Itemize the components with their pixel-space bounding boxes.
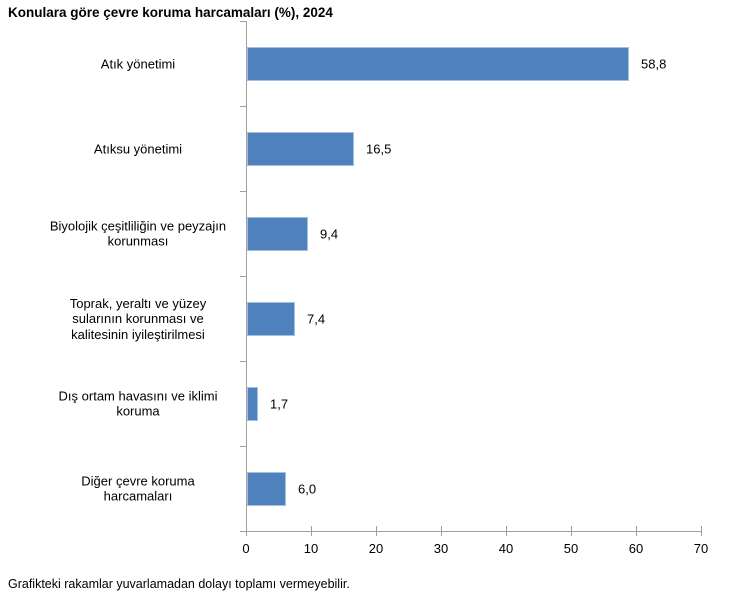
- category-label: Diğer çevre koruma harcamaları: [81, 473, 195, 504]
- category-label: Atık yönetimi: [100, 55, 176, 71]
- chart-title: Konulara göre çevre koruma harcamaları (…: [8, 5, 333, 20]
- y-tick: [240, 531, 246, 532]
- x-tick-label: 30: [433, 541, 449, 556]
- x-axis-line: [246, 531, 702, 532]
- bar: [247, 46, 629, 81]
- x-tick-label: 50: [563, 541, 579, 556]
- x-tick: [246, 526, 247, 536]
- category-label: Dış ortam havasını ve iklimi koruma: [58, 388, 218, 419]
- x-tick-label: 60: [628, 541, 644, 556]
- bar: [247, 386, 258, 421]
- y-tick: [240, 446, 246, 447]
- value-label: 58,8: [641, 56, 667, 71]
- value-label: 7,4: [307, 311, 326, 326]
- bar: [247, 301, 295, 336]
- category-label: Toprak, yeraltı ve yüzey sularının korun…: [69, 295, 207, 342]
- footnote: Grafikteki rakamlar yuvarlamadan dolayı …: [8, 577, 350, 591]
- x-tick: [571, 526, 572, 536]
- value-label: 1,7: [270, 396, 289, 411]
- x-tick: [441, 526, 442, 536]
- category-label: Atıksu yönetimi: [93, 140, 183, 156]
- category-label: Biyolojik çeşitliliğin ve peyzajın korun…: [49, 218, 227, 249]
- x-tick: [506, 526, 507, 536]
- x-tick: [376, 526, 377, 536]
- y-tick: [240, 276, 246, 277]
- bar: [247, 131, 354, 166]
- y-tick: [240, 361, 246, 362]
- x-tick-label: 10: [303, 541, 319, 556]
- x-tick-label: 40: [498, 541, 514, 556]
- bar: [247, 471, 286, 506]
- y-tick: [240, 191, 246, 192]
- x-tick: [701, 526, 702, 536]
- value-label: 6,0: [298, 481, 317, 496]
- bar: [247, 216, 308, 251]
- y-tick: [240, 106, 246, 107]
- x-tick-label: 0: [242, 541, 250, 556]
- x-tick: [636, 526, 637, 536]
- x-tick-label: 20: [368, 541, 384, 556]
- y-axis-line: [246, 21, 247, 531]
- value-label: 16,5: [366, 141, 392, 156]
- x-tick-label: 70: [693, 541, 709, 556]
- x-tick: [311, 526, 312, 536]
- value-label: 9,4: [320, 226, 339, 241]
- y-tick: [240, 21, 246, 22]
